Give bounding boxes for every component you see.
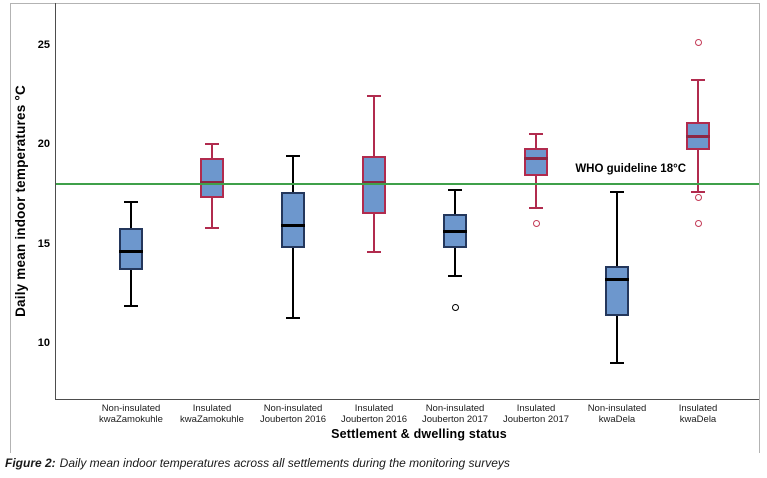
whisker-lower-cap xyxy=(205,226,219,229)
outlier-icon xyxy=(694,39,702,46)
median-line xyxy=(686,134,710,138)
whisker-lower-stem xyxy=(535,176,537,208)
median-line xyxy=(119,250,143,254)
whisker-upper-stem xyxy=(697,80,699,123)
y-tick-label: 20 xyxy=(37,138,50,151)
figure-caption-text: Daily mean indoor temperatures across al… xyxy=(59,456,510,470)
whisker-lower-stem xyxy=(373,213,375,252)
whisker-upper-cap xyxy=(124,200,138,203)
y-tick-label: 25 xyxy=(37,38,50,51)
box-iqr xyxy=(281,192,305,248)
x-axis-line xyxy=(55,399,759,400)
category-label: Insulated kwaZamokuhle xyxy=(167,403,257,425)
category-label-line2: kwaDela xyxy=(598,413,636,425)
category-label-line2: Jouberton 2017 xyxy=(421,413,489,425)
whisker-lower-cap xyxy=(124,304,138,307)
whisker-lower-stem xyxy=(697,150,699,192)
whisker-upper-cap xyxy=(691,79,705,82)
whisker-upper-cap xyxy=(529,133,543,136)
category-label-line2: Jouberton 2016 xyxy=(259,413,327,425)
box-iqr xyxy=(119,227,143,270)
whisker-upper-stem xyxy=(130,201,132,228)
whisker-upper-stem xyxy=(535,134,537,149)
whisker-upper-cap xyxy=(286,155,300,158)
category-label-line2: Jouberton 2017 xyxy=(502,413,570,425)
x-axis-title: Settlement & dwelling status xyxy=(331,427,507,441)
y-tick-label: 10 xyxy=(37,337,50,350)
category-label-line2: kwaDela xyxy=(679,413,717,425)
whisker-lower-stem xyxy=(211,197,213,228)
whisker-lower-stem xyxy=(292,247,294,318)
who-guideline-line xyxy=(56,183,759,186)
category-label: Insulated kwaDela xyxy=(653,403,743,425)
whisker-upper-stem xyxy=(373,96,375,157)
figure-caption-label: Figure 2: xyxy=(5,456,56,470)
category-label: Non-insulated Jouberton 2016 xyxy=(248,403,338,425)
outlier-icon xyxy=(451,304,459,312)
median-line xyxy=(281,224,305,228)
outlier-icon xyxy=(532,220,540,228)
category-label: Non-insulated kwaDela xyxy=(572,403,662,425)
whisker-lower-cap xyxy=(529,206,543,209)
whisker-lower-cap xyxy=(691,191,705,193)
whisker-upper-stem xyxy=(616,192,618,266)
figure-caption: Figure 2: Daily mean indoor temperatures … xyxy=(5,456,765,470)
whisker-upper-stem xyxy=(454,190,456,214)
whisker-lower-cap xyxy=(367,250,381,253)
outlier-icon xyxy=(694,194,702,202)
whisker-upper-cap xyxy=(205,143,219,146)
category-label: Non-insulated Jouberton 2017 xyxy=(410,403,500,425)
whisker-lower-cap xyxy=(286,316,300,319)
median-line xyxy=(524,156,548,160)
whisker-lower-cap xyxy=(610,362,624,365)
category-label-line2: kwaZamokuhle xyxy=(180,413,244,425)
category-label: Non-insulated kwaZamokuhle xyxy=(86,403,176,425)
box-iqr xyxy=(524,148,548,177)
category-label: Insulated Jouberton 2016 xyxy=(329,403,419,425)
y-tick-label: 15 xyxy=(37,237,50,250)
whisker-lower-stem xyxy=(616,315,618,364)
whisker-upper-stem xyxy=(292,156,294,192)
median-line xyxy=(605,278,629,282)
whisker-lower-stem xyxy=(130,269,132,306)
who-guideline-label: WHO guideline 18°C xyxy=(575,163,686,175)
box-iqr xyxy=(200,158,224,198)
whisker-upper-cap xyxy=(448,189,462,191)
category-label-line2: kwaZamokuhle xyxy=(99,413,163,425)
category-label-line2: Jouberton 2016 xyxy=(340,413,408,425)
median-line xyxy=(443,230,467,234)
whisker-lower-cap xyxy=(448,274,462,277)
y-axis-line xyxy=(55,3,56,399)
outlier-icon xyxy=(694,220,702,228)
whisker-upper-cap xyxy=(367,95,381,98)
median-line xyxy=(362,180,386,184)
median-line xyxy=(200,180,224,184)
whisker-upper-cap xyxy=(610,191,624,193)
figure-frame xyxy=(10,3,760,453)
category-label: Insulated Jouberton 2017 xyxy=(491,403,581,425)
whisker-lower-stem xyxy=(454,247,456,276)
whisker-upper-stem xyxy=(211,144,213,159)
box-iqr xyxy=(605,265,629,316)
